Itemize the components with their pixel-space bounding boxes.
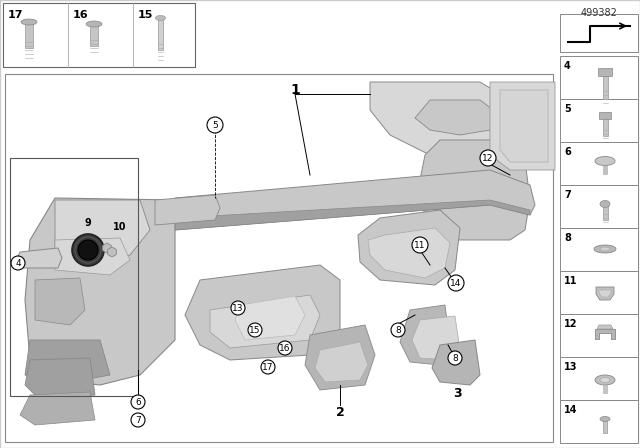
Polygon shape	[210, 295, 320, 348]
FancyBboxPatch shape	[603, 385, 607, 393]
Text: 14: 14	[564, 405, 577, 415]
Text: 4: 4	[15, 258, 21, 267]
Polygon shape	[108, 247, 116, 257]
FancyBboxPatch shape	[560, 99, 638, 142]
Polygon shape	[25, 198, 175, 385]
Circle shape	[412, 237, 428, 253]
FancyBboxPatch shape	[602, 118, 607, 136]
Text: 15: 15	[138, 10, 154, 20]
Text: 4: 4	[564, 61, 571, 71]
Polygon shape	[35, 278, 85, 325]
Circle shape	[207, 117, 223, 133]
Circle shape	[448, 275, 464, 291]
Polygon shape	[597, 325, 613, 329]
FancyBboxPatch shape	[158, 18, 163, 50]
Polygon shape	[595, 329, 615, 339]
Text: 14: 14	[451, 279, 461, 288]
Ellipse shape	[600, 378, 610, 383]
Polygon shape	[25, 340, 110, 385]
Polygon shape	[20, 392, 95, 425]
Polygon shape	[490, 82, 555, 170]
Text: 11: 11	[564, 276, 577, 286]
Circle shape	[448, 351, 462, 365]
FancyBboxPatch shape	[560, 14, 638, 52]
Text: 13: 13	[564, 362, 577, 372]
Polygon shape	[16, 248, 62, 268]
Circle shape	[78, 240, 98, 260]
Text: 7: 7	[564, 190, 571, 200]
Text: 16: 16	[73, 10, 88, 20]
Ellipse shape	[600, 201, 610, 207]
Polygon shape	[420, 140, 530, 240]
FancyBboxPatch shape	[560, 56, 638, 99]
Text: 8: 8	[564, 233, 571, 243]
Text: 6: 6	[564, 147, 571, 157]
Ellipse shape	[600, 417, 610, 422]
Text: 12: 12	[564, 319, 577, 329]
Polygon shape	[400, 305, 450, 365]
Polygon shape	[155, 170, 535, 230]
Ellipse shape	[595, 156, 615, 165]
Polygon shape	[596, 287, 614, 300]
FancyBboxPatch shape	[5, 74, 553, 442]
Text: 499382: 499382	[580, 8, 618, 18]
FancyBboxPatch shape	[25, 22, 33, 48]
Text: 9: 9	[84, 218, 92, 228]
Text: 17: 17	[262, 362, 274, 371]
Circle shape	[72, 234, 104, 266]
Polygon shape	[102, 243, 111, 253]
Text: 2: 2	[335, 405, 344, 418]
FancyBboxPatch shape	[602, 75, 607, 99]
Text: 8: 8	[452, 353, 458, 362]
Text: 16: 16	[279, 344, 291, 353]
Circle shape	[391, 323, 405, 337]
Circle shape	[231, 301, 245, 315]
Text: 17: 17	[8, 10, 24, 20]
Text: 7: 7	[135, 415, 141, 425]
Text: 12: 12	[483, 154, 493, 163]
Polygon shape	[412, 316, 460, 360]
Ellipse shape	[595, 375, 615, 385]
Text: 1: 1	[290, 83, 300, 97]
FancyBboxPatch shape	[603, 166, 607, 174]
Text: 3: 3	[454, 387, 462, 400]
Text: 5: 5	[564, 104, 571, 114]
Text: 11: 11	[414, 241, 426, 250]
FancyBboxPatch shape	[560, 357, 638, 400]
FancyBboxPatch shape	[3, 3, 195, 67]
Polygon shape	[315, 342, 368, 382]
Polygon shape	[55, 238, 130, 275]
Polygon shape	[235, 296, 305, 340]
FancyBboxPatch shape	[560, 314, 638, 357]
Text: 10: 10	[113, 222, 127, 232]
Ellipse shape	[600, 247, 610, 251]
Text: 15: 15	[249, 326, 260, 335]
Text: 8: 8	[395, 326, 401, 335]
Polygon shape	[599, 290, 611, 297]
Polygon shape	[415, 100, 500, 135]
Ellipse shape	[156, 16, 166, 21]
Circle shape	[131, 395, 145, 409]
Circle shape	[480, 150, 496, 166]
Text: 5: 5	[212, 121, 218, 129]
Polygon shape	[305, 325, 375, 390]
Circle shape	[11, 256, 25, 270]
FancyBboxPatch shape	[598, 68, 612, 76]
FancyBboxPatch shape	[599, 112, 611, 119]
FancyBboxPatch shape	[560, 142, 638, 185]
FancyBboxPatch shape	[560, 228, 638, 271]
Polygon shape	[370, 82, 520, 155]
Circle shape	[131, 413, 145, 427]
FancyBboxPatch shape	[560, 185, 638, 228]
Circle shape	[278, 341, 292, 355]
FancyBboxPatch shape	[560, 400, 638, 443]
Circle shape	[248, 323, 262, 337]
Ellipse shape	[86, 21, 102, 27]
Text: 13: 13	[232, 303, 244, 313]
Ellipse shape	[594, 245, 616, 253]
Polygon shape	[185, 265, 340, 360]
FancyBboxPatch shape	[602, 204, 607, 220]
FancyBboxPatch shape	[560, 271, 638, 314]
Polygon shape	[500, 90, 548, 162]
